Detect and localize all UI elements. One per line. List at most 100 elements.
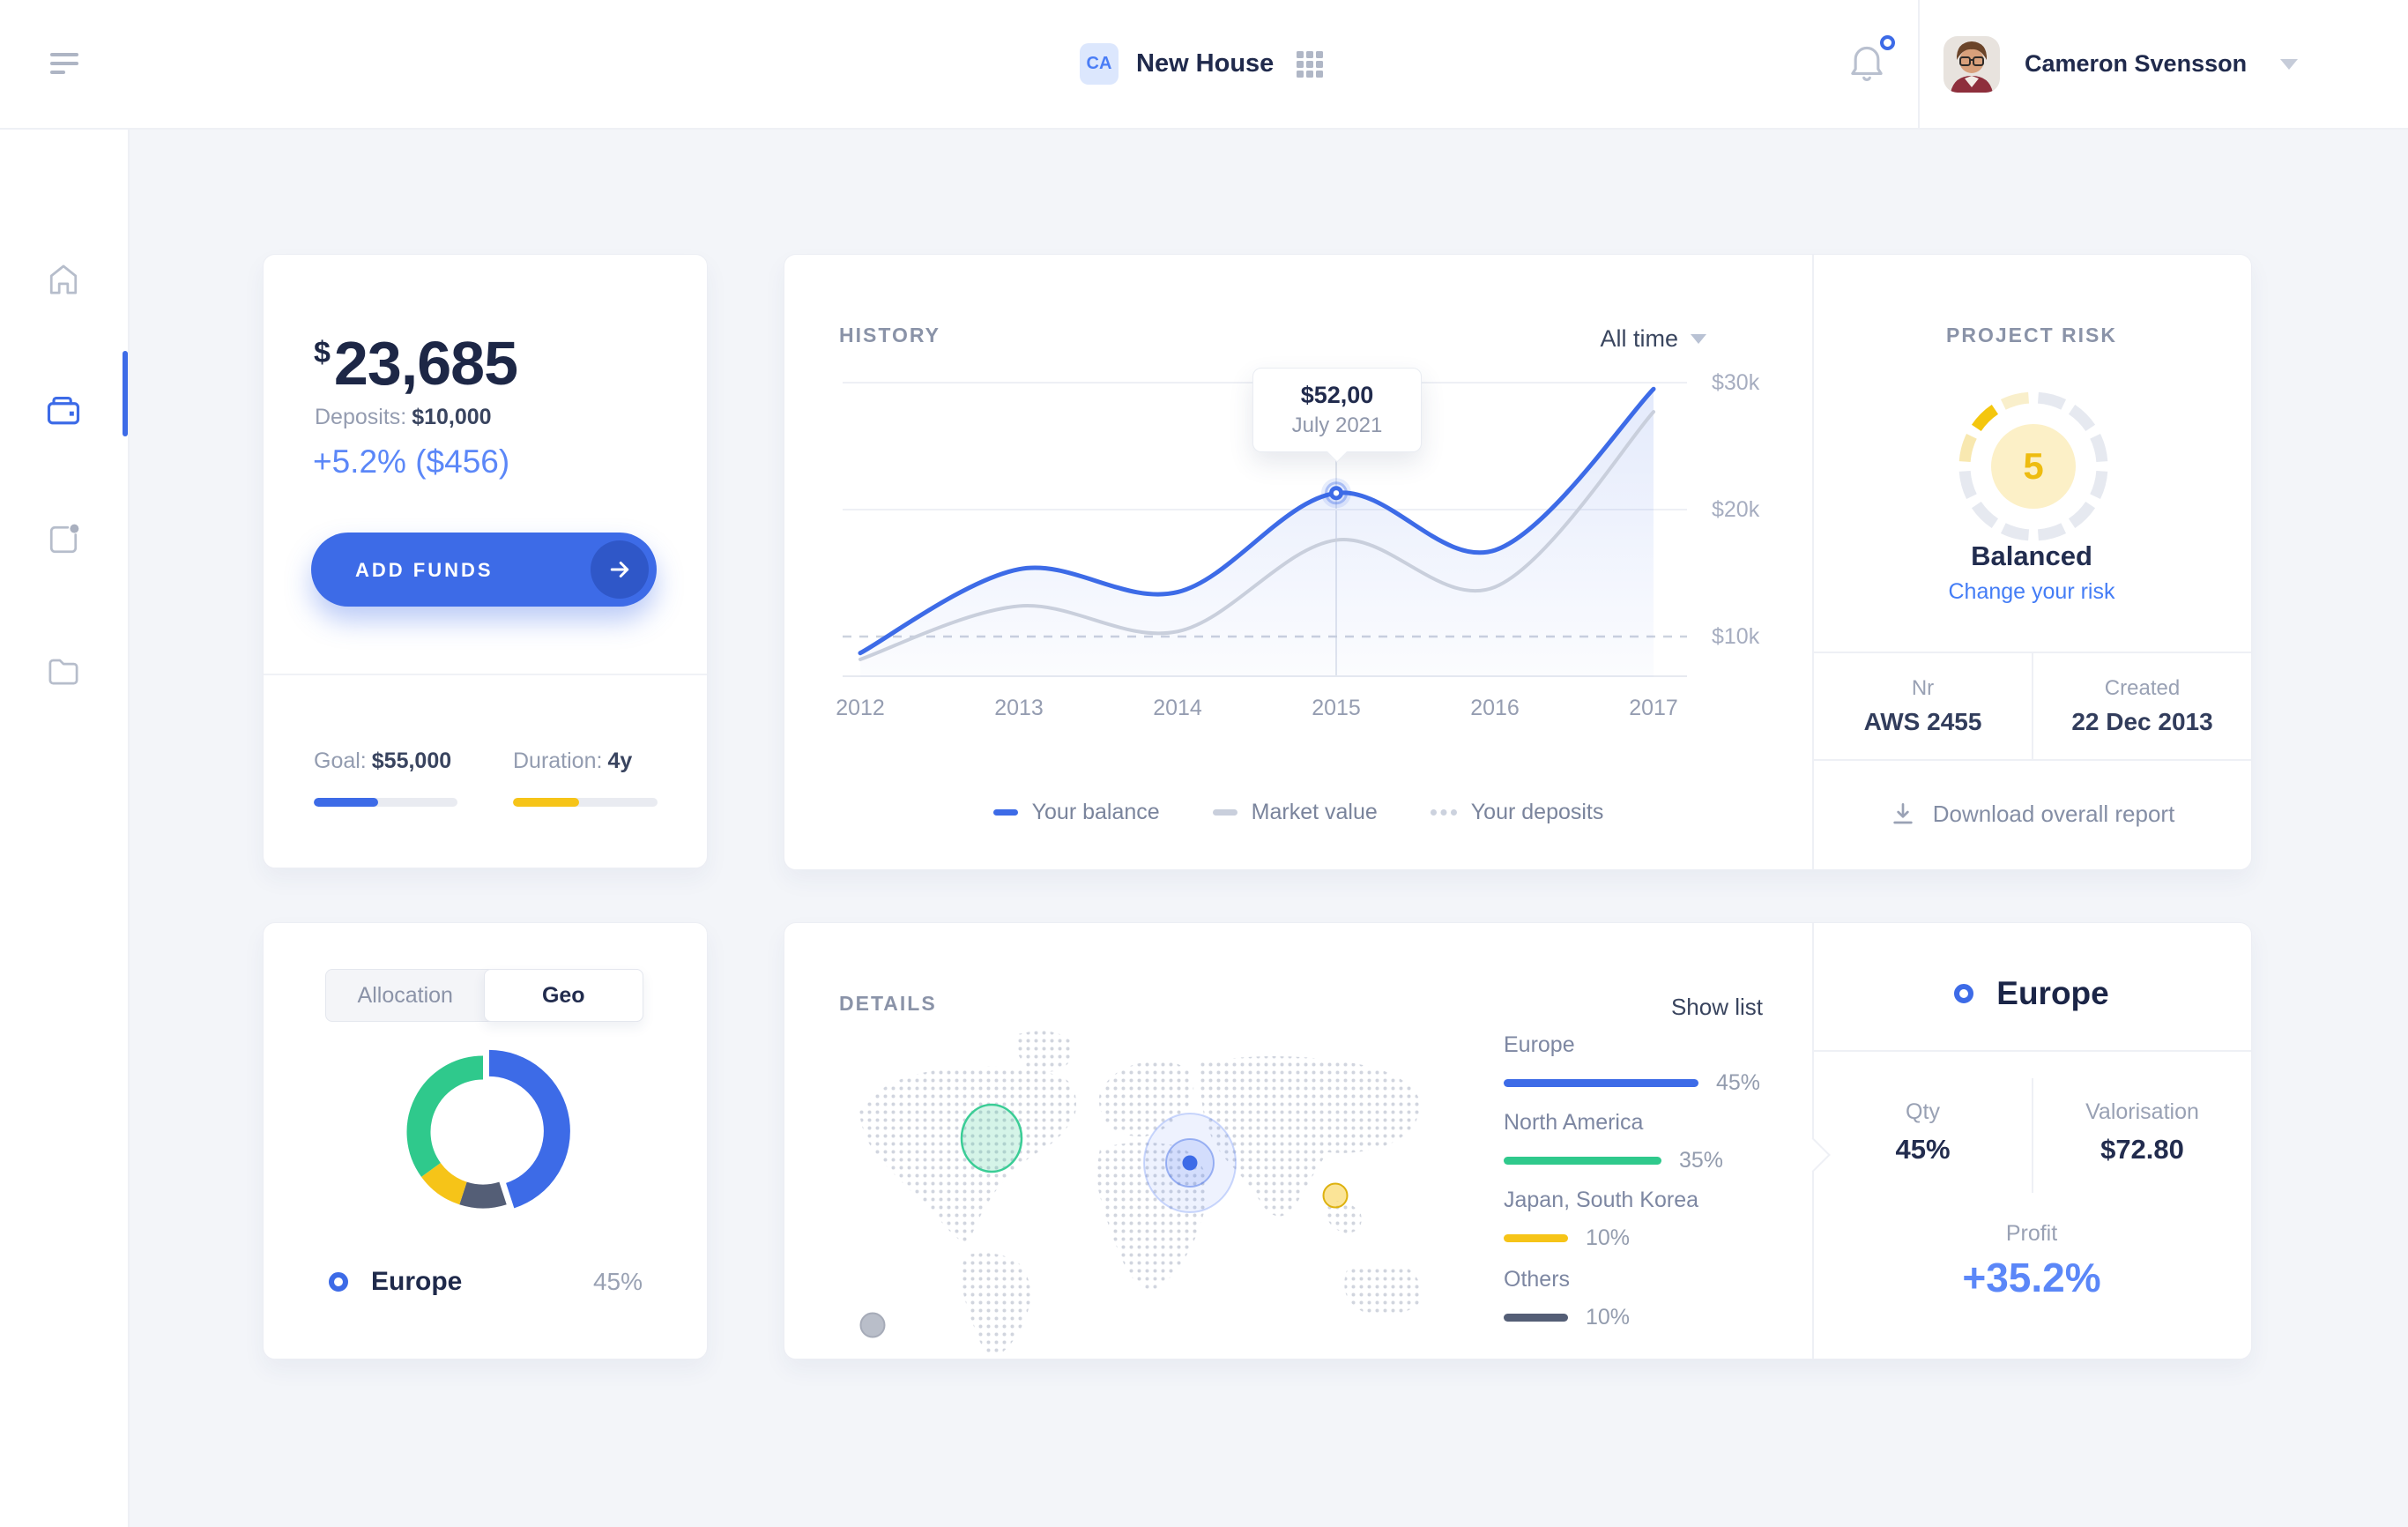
details-europe-card: DETAILS Show list <box>784 922 2252 1359</box>
add-funds-button[interactable]: ADD FUNDS <box>311 533 657 607</box>
x-tick: 2012 <box>836 696 885 720</box>
donut-legend-value: 45% <box>592 1268 643 1295</box>
tab-allocation[interactable]: Allocation <box>357 982 453 1008</box>
tab-geo[interactable]: Geo <box>483 969 643 1022</box>
notifications-button[interactable] <box>1847 35 1897 92</box>
download-icon <box>1893 803 1913 824</box>
download-report-button[interactable]: Download overall report <box>1812 761 2251 867</box>
bell-icon <box>1851 46 1883 81</box>
time-range-dropdown[interactable]: All time <box>1498 325 1706 353</box>
region-row-north-america[interactable]: North America 35% <box>1504 1110 1807 1173</box>
europe-profit: Profit +35.2% <box>1812 1221 2251 1301</box>
y-tick: $30k <box>1712 370 1760 395</box>
risk-divider <box>1812 652 2251 653</box>
duration-label: Duration: <box>513 749 603 773</box>
home-icon <box>49 264 78 294</box>
sidebar-item-folders[interactable] <box>44 652 83 691</box>
region-row-europe[interactable]: Europe 45% <box>1504 1032 1807 1096</box>
duration-value: 4y <box>607 749 633 773</box>
map-continents <box>859 1031 1421 1355</box>
x-tick: 2015 <box>1312 696 1361 720</box>
show-list-link[interactable]: Show list <box>1670 994 1763 1020</box>
x-tick: 2017 <box>1629 696 1678 720</box>
profit-label: Profit <box>2005 1221 2058 1246</box>
allocation-tabs: Allocation Geo <box>325 969 643 1022</box>
legend-your-deposits[interactable]: Your deposits <box>1430 800 1604 825</box>
world-map[interactable] <box>820 1015 1472 1359</box>
legend-your-balance[interactable]: Your balance <box>992 800 1160 825</box>
balance-change: +5.2% ($456) <box>313 443 510 480</box>
hamburger-icon[interactable] <box>50 53 78 74</box>
arrow-right-icon <box>591 540 649 599</box>
sidebar-nav <box>0 130 130 1527</box>
folder-icon <box>48 659 78 685</box>
history-chart[interactable] <box>843 371 1687 677</box>
user-name: Cameron Svensson <box>2025 50 2248 77</box>
map-bubble-north-america[interactable] <box>960 1103 1023 1173</box>
deposits-line: Deposits: $10,000 <box>315 405 492 430</box>
europe-dot-icon <box>329 1272 348 1292</box>
map-bubble-others[interactable] <box>859 1312 886 1338</box>
add-funds-label: ADD FUNDS <box>355 559 494 581</box>
europe-panel-header: Europe <box>1812 972 2251 1015</box>
tooltip-date: July 2021 <box>1291 413 1383 438</box>
qty-value: 45% <box>1895 1134 1951 1165</box>
qty-label: Qty <box>1906 1099 1940 1124</box>
risk-meta: Nr AWS 2455 Created 22 Dec 2013 <box>1814 653 2251 759</box>
legend-swatch <box>1430 809 1457 816</box>
europe-divider <box>1812 1050 2251 1052</box>
sidebar-item-portfolio[interactable] <box>44 391 83 430</box>
sidebar-item-home[interactable] <box>44 260 83 299</box>
balance-card-divider <box>264 674 707 675</box>
user-menu[interactable]: Cameron Svensson <box>1943 0 2299 128</box>
deposits-value: $10,000 <box>412 405 492 429</box>
apps-grid-icon[interactable] <box>1297 50 1324 78</box>
region-row-others[interactable]: Others 10% <box>1504 1267 1807 1330</box>
region-label: North America <box>1504 1110 1644 1135</box>
caret-down-icon <box>1691 334 1706 344</box>
balance-amount: $ 23,685 <box>314 332 518 394</box>
map-bubble-japan[interactable] <box>1322 1182 1349 1209</box>
caret-down-icon <box>2280 58 2299 70</box>
duration-progress-fill <box>513 798 580 807</box>
region-row-japan-south-korea[interactable]: Japan, South Korea 10% <box>1504 1188 1807 1251</box>
project-badge[interactable]: CA <box>1080 43 1119 85</box>
wallet-icon <box>47 396 80 425</box>
valorisation-value: $72.80 <box>2100 1134 2184 1165</box>
legend-market-value[interactable]: Market value <box>1212 800 1378 825</box>
goal-label: Goal: <box>314 749 367 773</box>
europe-stats: Qty 45% Valorisation $72.80 <box>1814 1078 2251 1193</box>
goal-progress <box>314 798 457 807</box>
legend-label: Market value <box>1251 800 1378 824</box>
currency-symbol: $ <box>314 336 331 369</box>
region-pct: 35% <box>1679 1148 1724 1173</box>
sidebar-item-notes[interactable] <box>44 520 83 559</box>
project-risk-title: PROJECT RISK <box>1946 324 2117 346</box>
chart-legend: Your balance Market value Your deposits <box>784 800 1812 825</box>
created-label: Created <box>2104 676 2181 700</box>
risk-divider <box>1812 759 2251 761</box>
risk-created: Created 22 Dec 2013 <box>2032 653 2251 759</box>
legend-swatch <box>1212 809 1237 816</box>
risk-gauge: 5 <box>1950 383 2117 550</box>
donut-legend-label: Europe <box>371 1267 463 1296</box>
profit-value: +35.2% <box>1962 1255 2101 1300</box>
legend-label: Your deposits <box>1470 800 1604 824</box>
x-tick: 2016 <box>1470 696 1520 720</box>
europe-valorisation: Valorisation $72.80 <box>2032 1078 2251 1193</box>
geo-donut-chart[interactable] <box>382 1031 584 1233</box>
project-switcher: CA New House <box>1080 0 1324 128</box>
risk-level: Balanced <box>1971 540 2092 571</box>
history-title: HISTORY <box>839 324 940 346</box>
change-risk-link[interactable]: Change your risk <box>1948 579 2115 604</box>
donut-legend-row[interactable]: Europe 45% <box>329 1267 643 1297</box>
chart-tooltip: $52,00 July 2021 <box>1252 368 1422 453</box>
region-label: Japan, South Korea <box>1504 1188 1698 1212</box>
goal-progress-fill <box>314 798 379 807</box>
region-bar <box>1504 1079 1698 1087</box>
y-tick: $20k <box>1712 497 1760 522</box>
created-value: 22 Dec 2013 <box>2071 708 2213 735</box>
header-divider <box>1918 0 1920 128</box>
x-tick: 2013 <box>994 696 1044 720</box>
